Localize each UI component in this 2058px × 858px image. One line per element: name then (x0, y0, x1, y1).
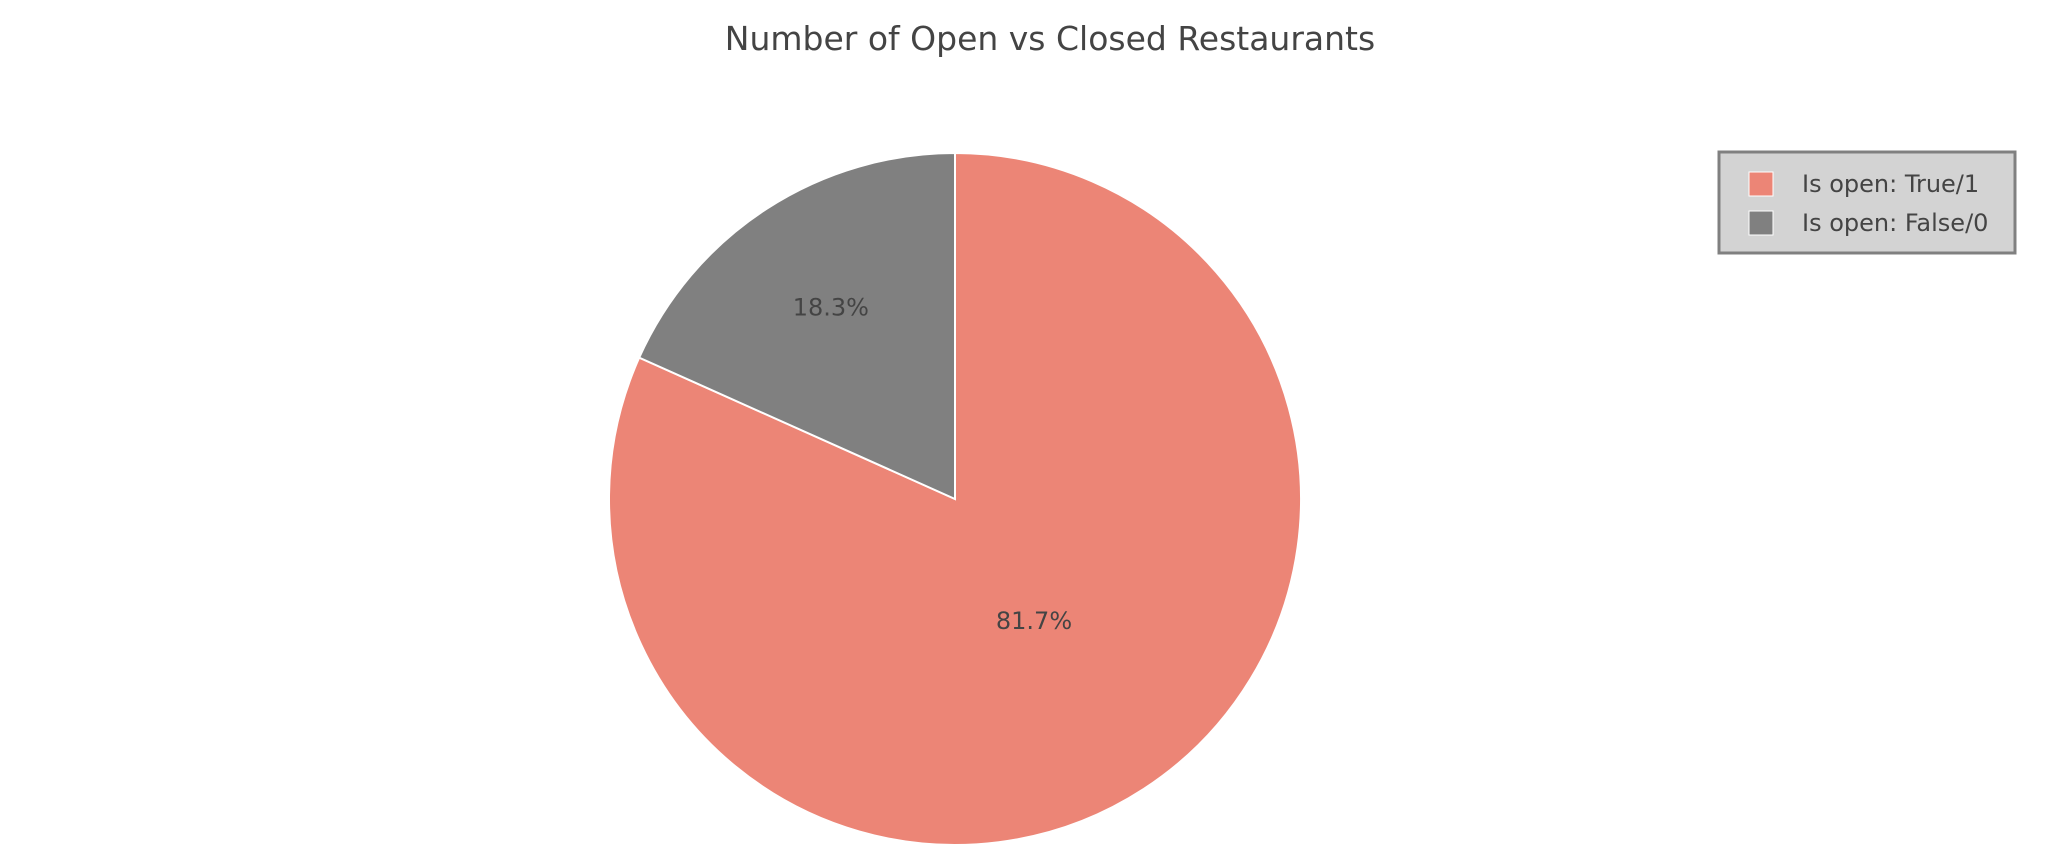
legend-label-0: Is open: True/1 (1802, 170, 1979, 198)
legend-swatch-0 (1748, 171, 1774, 197)
pie-slice-labels: 81.7% 18.3% (793, 293, 1072, 635)
legend-swatch-1 (1748, 210, 1774, 236)
pie-slices (608, 151, 1302, 846)
legend-label-1: Is open: False/0 (1802, 209, 1988, 237)
chart-title: Number of Open vs Closed Restaurants (725, 19, 1375, 58)
pie-slice-1 (637, 151, 956, 501)
slice-label-1: 18.3% (793, 293, 869, 321)
legend: Is open: True/1 Is open: False/0 (1717, 150, 2017, 255)
legend-box (1717, 150, 2017, 255)
slice-label-0: 81.7% (996, 607, 1072, 635)
